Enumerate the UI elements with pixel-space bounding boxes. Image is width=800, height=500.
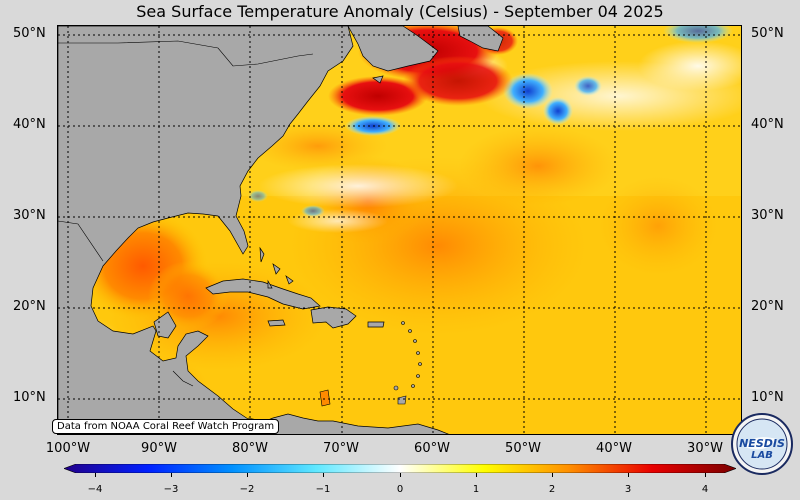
svg-text:LAB: LAB	[751, 450, 773, 461]
lon-label-80w: 80°W	[232, 441, 268, 456]
lon-label-100w: 100°W	[45, 441, 91, 456]
lon-label-90w: 90°W	[141, 441, 177, 456]
colorbar-tick: −1	[315, 484, 331, 495]
nesdis-lab-logo-icon: NESDIS LAB	[731, 413, 793, 475]
land-lesser-antilles	[393, 321, 422, 391]
lat-label-40n-right: 40°N	[751, 117, 784, 132]
sst-anomaly-map	[57, 25, 742, 435]
land-jamaica	[267, 319, 286, 327]
colorbar-tick: 2	[548, 484, 556, 495]
colorbar-tick: 3	[624, 484, 632, 495]
lat-label-10n-left: 10°N	[13, 390, 46, 405]
lat-label-10n-right: 10°N	[751, 390, 784, 405]
lat-label-30n-left: 30°N	[13, 208, 46, 223]
lat-label-20n-left: 20°N	[13, 299, 46, 314]
lat-label-30n-right: 30°N	[751, 208, 784, 223]
lon-label-70w: 70°W	[323, 441, 359, 456]
lat-label-50n-left: 50°N	[13, 26, 46, 41]
colorbar-tick: 1	[472, 484, 480, 495]
colorbar-tick: −4	[87, 484, 103, 495]
colorbar	[64, 464, 736, 473]
political-borders	[58, 40, 314, 422]
data-credit: Data from NOAA Coral Reef Watch Program	[52, 419, 280, 434]
lon-label-30w: 30°W	[687, 441, 723, 456]
land-cuba	[205, 278, 321, 310]
land-nova-scotia	[347, 26, 439, 72]
land-puerto-rico	[367, 321, 385, 328]
lon-label-40w: 40°W	[596, 441, 632, 456]
map-title: Sea Surface Temperature Anomaly (Celsius…	[136, 2, 664, 21]
land-newfoundland	[457, 26, 504, 52]
colorbar-tick: 0	[396, 484, 404, 495]
svg-text:NESDIS: NESDIS	[739, 437, 785, 450]
lat-label-50n-right: 50°N	[751, 26, 784, 41]
colorbar-tick: 4	[701, 484, 709, 495]
lat-label-20n-right: 20°N	[751, 299, 784, 314]
land-north-america	[58, 26, 449, 434]
colorbar-tick: −2	[239, 484, 255, 495]
lon-label-50w: 50°W	[505, 441, 541, 456]
graticule	[58, 26, 741, 434]
colorbar-tick: −3	[163, 484, 179, 495]
lon-label-60w: 60°W	[414, 441, 450, 456]
lat-label-40n-left: 40°N	[13, 117, 46, 132]
